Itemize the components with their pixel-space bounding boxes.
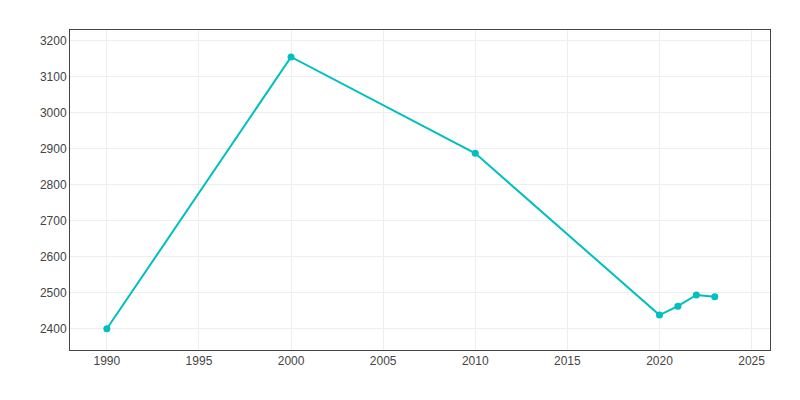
svg-text:2800: 2800	[40, 178, 67, 192]
svg-text:2025: 2025	[738, 354, 765, 368]
svg-text:3100: 3100	[40, 70, 67, 84]
svg-text:2000: 2000	[278, 354, 305, 368]
svg-text:2500: 2500	[40, 286, 67, 300]
svg-text:2020: 2020	[646, 354, 673, 368]
svg-text:2900: 2900	[40, 142, 67, 156]
svg-text:1995: 1995	[186, 354, 213, 368]
svg-text:2005: 2005	[370, 354, 397, 368]
svg-text:3000: 3000	[40, 106, 67, 120]
svg-text:2010: 2010	[462, 354, 489, 368]
svg-text:2015: 2015	[554, 354, 581, 368]
svg-text:3200: 3200	[40, 34, 67, 48]
svg-text:2700: 2700	[40, 214, 67, 228]
svg-text:2600: 2600	[40, 250, 67, 264]
svg-text:2400: 2400	[40, 322, 67, 336]
svg-text:1990: 1990	[93, 354, 120, 368]
